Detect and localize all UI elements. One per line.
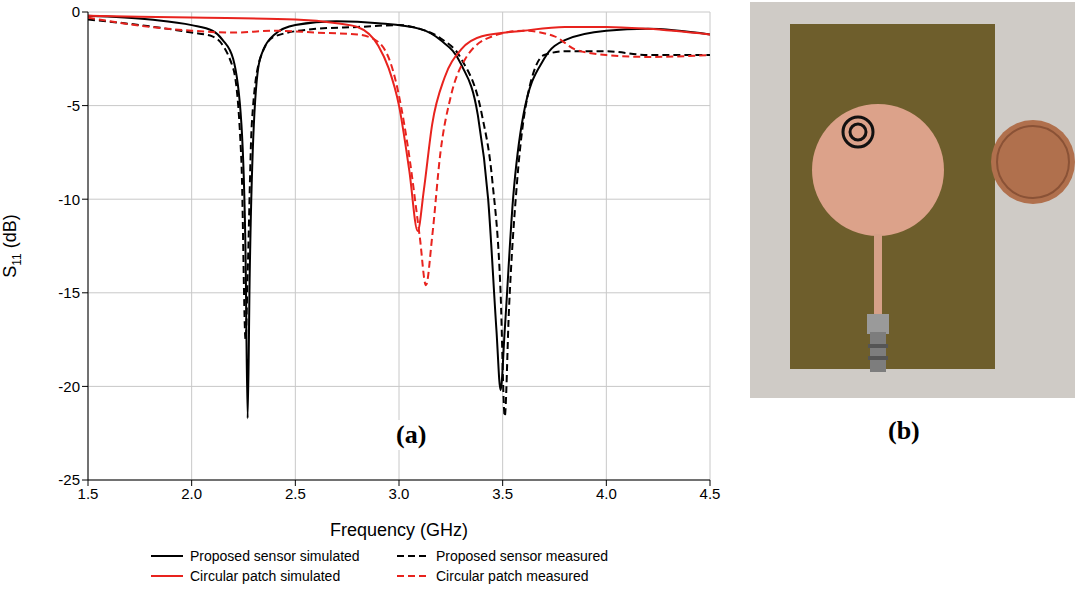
svg-text:-10: -10 xyxy=(58,191,80,208)
html-text:(a): (a) xyxy=(396,420,427,449)
svg-text:2.5: 2.5 xyxy=(285,485,306,502)
svg-text:3.5: 3.5 xyxy=(492,485,513,502)
html-text:Circular patch measured: Circular patch measured xyxy=(436,568,589,584)
svg-text:-20: -20 xyxy=(58,378,80,395)
svg-text:Frequency (GHz): Frequency (GHz) xyxy=(330,520,468,540)
svg-text:S11 (dB): S11 (dB) xyxy=(0,214,24,278)
svg-text:4.5: 4.5 xyxy=(700,485,721,502)
html-text:Circular patch simulated: Circular patch simulated xyxy=(190,568,341,584)
svg-text:4.0: 4.0 xyxy=(596,485,617,502)
html-text:Proposed sensor measured: Proposed sensor measured xyxy=(436,548,608,564)
svg-text:-25: -25 xyxy=(58,471,80,488)
html-text:Proposed sensor simulated: Proposed sensor simulated xyxy=(190,548,360,564)
svg-text:-5: -5 xyxy=(67,97,80,114)
svg-text:2.0: 2.0 xyxy=(181,485,202,502)
html-text:(b): (b) xyxy=(888,416,920,445)
svg-text:0: 0 xyxy=(72,3,80,20)
svg-text:-15: -15 xyxy=(58,284,80,301)
svg-text:3.0: 3.0 xyxy=(389,485,410,502)
svg-text:1.5: 1.5 xyxy=(78,485,99,502)
